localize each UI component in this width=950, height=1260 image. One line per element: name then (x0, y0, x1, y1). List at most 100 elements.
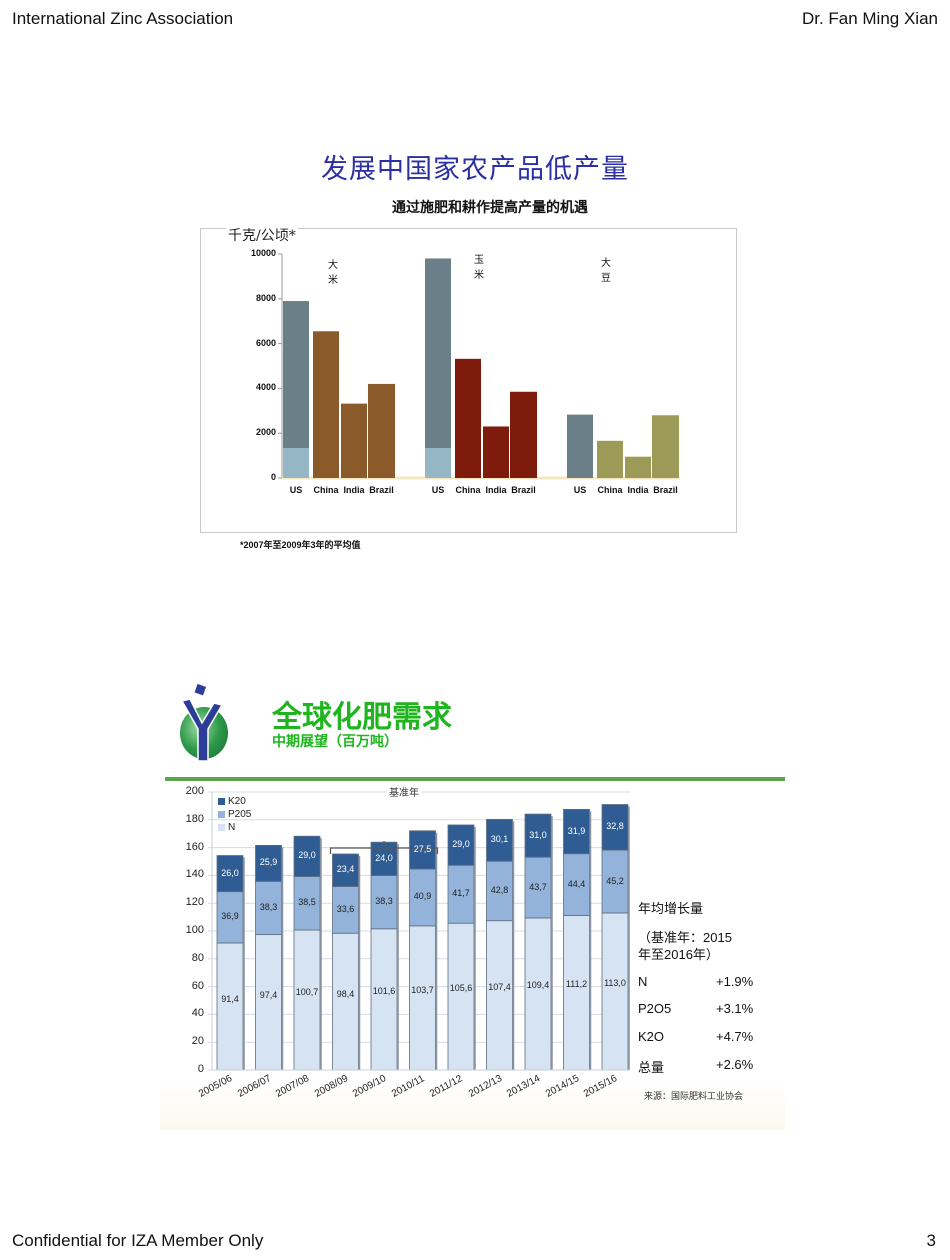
segment-value-label: 30,1 (490, 834, 509, 845)
y-axis-unit-label: 千克/公顷* (226, 225, 298, 245)
crop-group-label: 大豆 (601, 258, 611, 284)
legend-label: K20 (228, 796, 246, 807)
segment-value-label: 45,2 (606, 875, 624, 886)
crop-group-label: 大米 (328, 260, 338, 286)
base-year-label: 基准年 (387, 784, 421, 799)
segment-value-label: 26,0 (221, 867, 239, 878)
chart-footnote: *2007年至2009年3年的平均值 (240, 540, 361, 550)
segment-value-label: 38,3 (259, 901, 278, 912)
x-category-label: US (289, 485, 303, 495)
growth-label-k2o: K2O (638, 1029, 665, 1044)
y-tick-label: 200 (185, 785, 204, 797)
y-tick-label: 160 (185, 840, 204, 853)
segment-value-label: 25,9 (259, 857, 278, 868)
green-divider (165, 777, 785, 781)
segment-value-label: 36,9 (221, 911, 239, 922)
growth-value-n: +1.9% (716, 974, 754, 989)
segment-value-label: 103,7 (411, 984, 434, 995)
slide2-title: 全球化肥需求 (272, 700, 452, 735)
segment-value-label: 105,6 (449, 983, 473, 994)
growth-value-k2o: +4.7% (716, 1029, 754, 1044)
segment-value-label: 111,2 (565, 978, 588, 989)
segment-value-label: 40,9 (413, 891, 432, 902)
y-tick-label: 120 (185, 896, 204, 909)
page-number: 3 (926, 1231, 936, 1250)
segment-value-label: 29,0 (452, 839, 470, 850)
y-tick-label: 180 (185, 812, 204, 825)
segment-value-label: 33,6 (336, 903, 355, 914)
segment-value-label: 107,4 (488, 981, 511, 992)
slide2-subtitle: 中期展望（百万吨） (272, 734, 398, 750)
legend-item: N (218, 822, 235, 833)
header-organization: International Zinc Association (12, 9, 234, 28)
y-tick-label: 20 (191, 1035, 204, 1048)
segment-value-label: 32,8 (606, 821, 624, 832)
yield-chart-frame (200, 228, 737, 533)
x-category-label: Brazil (511, 485, 536, 495)
legend-label: N (228, 822, 236, 833)
segment-value-label: 43,7 (529, 881, 547, 892)
growth-label-p2o5: P2O5 (638, 1001, 672, 1016)
y-tick-label: 40 (191, 1007, 204, 1020)
y-tick-label: 140 (185, 868, 204, 881)
growth-value-total: +2.6% (716, 1057, 754, 1072)
legend-item: P205 (218, 809, 251, 820)
segment-value-label: 31,9 (567, 825, 586, 836)
segment-value-label: 31,0 (529, 829, 547, 840)
segment-value-label: 100,7 (295, 987, 319, 997)
segment-value-label: 113,0 (604, 977, 626, 988)
segment-value-label: 97,4 (259, 989, 278, 1000)
segment-value-label: 27,5 (413, 843, 432, 854)
segment-value-label: 29,0 (298, 850, 316, 861)
y-tick-label: 0 (197, 1063, 204, 1075)
x-category-label: Brazil (369, 485, 394, 495)
y-tick-label: 8000 (255, 292, 276, 303)
y-tick-label: 0 (270, 472, 276, 482)
growth-value-p2o5: +3.1% (716, 1001, 754, 1016)
x-category-label: India (627, 485, 649, 495)
x-category-label: India (485, 485, 507, 495)
x-category-label: Brazil (653, 485, 678, 495)
x-category-label: India (343, 485, 365, 495)
crop-group-label: 玉米 (474, 255, 484, 281)
segment-value-label: 44,4 (567, 878, 586, 889)
segment-value-label: 41,7 (452, 888, 470, 899)
legend-swatch (218, 798, 225, 805)
x-category-label: China (313, 485, 339, 495)
y-tick-label: 2000 (255, 427, 276, 438)
fertilizer-stacked-bar-chart (208, 791, 630, 1071)
slide1-subtitle: 通过施肥和耕作提高产量的机遇 (392, 199, 588, 215)
legend-label: P205 (228, 809, 252, 820)
legend-swatch (218, 811, 225, 818)
y-tick-label: 60 (191, 979, 204, 992)
growth-label-total: 总量 (638, 1060, 665, 1075)
x-category-label: China (597, 485, 623, 495)
segment-value-label: 98,4 (336, 988, 355, 999)
y-tick-label: 4000 (255, 382, 276, 393)
segment-value-label: 42,8 (490, 884, 509, 895)
source-note: 来源：国际肥料工业协会 (644, 1092, 744, 1102)
growth-base-line1: （基准年：2015 (638, 930, 732, 945)
segment-value-label: 38,5 (298, 897, 316, 908)
yield-bar-chart (278, 253, 680, 480)
segment-value-label: 24,0 (375, 852, 393, 863)
x-category-label: US (573, 485, 587, 495)
x-category-label: China (455, 485, 481, 495)
y-tick-label: 100 (185, 924, 204, 936)
legend-swatch (218, 824, 225, 831)
x-category-label: US (431, 485, 445, 495)
slide1-title: 发展中国家农产品低产量 (321, 154, 629, 185)
y-tick-label: 6000 (255, 337, 276, 348)
segment-value-label: 91,4 (221, 994, 239, 1005)
growth-title: 年均增长量 (638, 901, 704, 916)
ifa-logo-icon (176, 683, 232, 768)
y-tick-label: 10000 (250, 248, 276, 258)
y-tick-label: 80 (191, 951, 204, 964)
footer-confidential: Confidential for IZA Member Only (12, 1231, 264, 1250)
segment-value-label: 23,4 (336, 864, 355, 875)
header-author: Dr. Fan Ming Xian (801, 9, 938, 28)
growth-base-line2: 年至2016年） (638, 947, 719, 962)
segment-value-label: 38,3 (375, 896, 393, 907)
legend-item: K20 (218, 796, 246, 807)
segment-value-label: 101,6 (372, 986, 396, 997)
